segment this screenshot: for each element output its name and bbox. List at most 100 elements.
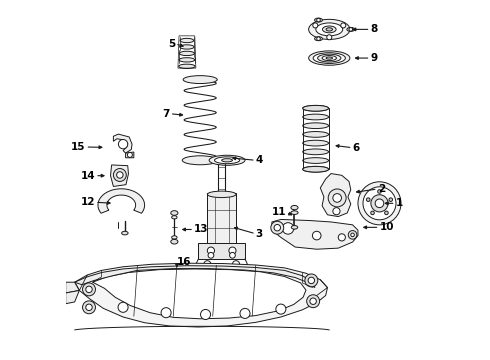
Text: 10: 10 bbox=[379, 222, 394, 232]
Polygon shape bbox=[113, 134, 132, 153]
Circle shape bbox=[82, 283, 96, 296]
Text: 16: 16 bbox=[177, 257, 192, 267]
Ellipse shape bbox=[209, 155, 245, 165]
Circle shape bbox=[333, 194, 342, 202]
Polygon shape bbox=[198, 243, 245, 259]
Circle shape bbox=[328, 189, 346, 207]
Circle shape bbox=[327, 35, 332, 40]
Circle shape bbox=[82, 301, 96, 314]
Ellipse shape bbox=[215, 157, 240, 164]
Circle shape bbox=[305, 274, 318, 287]
Circle shape bbox=[310, 298, 317, 305]
Text: 15: 15 bbox=[71, 142, 85, 152]
Ellipse shape bbox=[322, 55, 337, 60]
Circle shape bbox=[204, 261, 211, 268]
Circle shape bbox=[119, 139, 128, 149]
Polygon shape bbox=[74, 266, 315, 288]
Circle shape bbox=[338, 234, 345, 241]
Ellipse shape bbox=[207, 191, 236, 198]
Polygon shape bbox=[207, 193, 236, 243]
Ellipse shape bbox=[171, 239, 178, 244]
Ellipse shape bbox=[303, 140, 329, 146]
Ellipse shape bbox=[303, 105, 329, 111]
Text: 4: 4 bbox=[256, 155, 263, 165]
Ellipse shape bbox=[316, 23, 343, 36]
Circle shape bbox=[313, 231, 321, 240]
Ellipse shape bbox=[347, 27, 355, 31]
Ellipse shape bbox=[179, 64, 195, 68]
Text: 7: 7 bbox=[162, 109, 170, 119]
Circle shape bbox=[276, 304, 286, 314]
Polygon shape bbox=[272, 220, 358, 249]
Circle shape bbox=[313, 23, 318, 28]
Text: 5: 5 bbox=[168, 39, 175, 49]
Text: 1: 1 bbox=[395, 198, 403, 208]
Ellipse shape bbox=[303, 114, 329, 120]
Ellipse shape bbox=[315, 37, 322, 41]
Ellipse shape bbox=[303, 149, 329, 155]
Ellipse shape bbox=[180, 45, 194, 49]
Circle shape bbox=[378, 190, 381, 193]
Text: 12: 12 bbox=[80, 197, 95, 207]
Circle shape bbox=[307, 295, 319, 308]
Circle shape bbox=[363, 187, 396, 220]
Ellipse shape bbox=[309, 19, 350, 40]
Circle shape bbox=[113, 168, 126, 181]
Circle shape bbox=[271, 221, 284, 234]
Circle shape bbox=[232, 261, 240, 268]
Ellipse shape bbox=[172, 236, 177, 239]
Ellipse shape bbox=[122, 231, 128, 235]
Ellipse shape bbox=[309, 51, 350, 65]
Ellipse shape bbox=[303, 166, 329, 172]
Circle shape bbox=[208, 252, 214, 258]
Circle shape bbox=[207, 247, 215, 254]
Circle shape bbox=[358, 182, 401, 225]
Circle shape bbox=[118, 302, 128, 312]
Polygon shape bbox=[320, 174, 351, 217]
Text: 2: 2 bbox=[378, 184, 385, 194]
Circle shape bbox=[351, 233, 354, 237]
Ellipse shape bbox=[303, 123, 329, 129]
Circle shape bbox=[282, 223, 294, 234]
Text: 13: 13 bbox=[194, 225, 209, 234]
Circle shape bbox=[308, 277, 315, 284]
Ellipse shape bbox=[315, 18, 322, 22]
Polygon shape bbox=[66, 291, 79, 304]
Ellipse shape bbox=[171, 211, 178, 215]
Ellipse shape bbox=[326, 28, 333, 31]
Ellipse shape bbox=[313, 53, 345, 63]
Circle shape bbox=[161, 308, 171, 318]
Polygon shape bbox=[111, 165, 128, 186]
Ellipse shape bbox=[291, 206, 298, 210]
Circle shape bbox=[240, 309, 250, 319]
Ellipse shape bbox=[291, 226, 298, 229]
Text: 8: 8 bbox=[370, 24, 378, 35]
Ellipse shape bbox=[303, 105, 329, 111]
Ellipse shape bbox=[179, 51, 195, 55]
Circle shape bbox=[317, 37, 320, 40]
Ellipse shape bbox=[221, 159, 232, 162]
Circle shape bbox=[86, 304, 92, 311]
Circle shape bbox=[389, 198, 392, 202]
Circle shape bbox=[117, 172, 123, 178]
Ellipse shape bbox=[303, 166, 329, 172]
Ellipse shape bbox=[326, 57, 333, 59]
Text: 6: 6 bbox=[353, 143, 360, 153]
Circle shape bbox=[200, 310, 211, 319]
Ellipse shape bbox=[172, 216, 177, 219]
Ellipse shape bbox=[303, 158, 329, 163]
Ellipse shape bbox=[291, 211, 298, 215]
Circle shape bbox=[274, 225, 280, 231]
Polygon shape bbox=[93, 269, 306, 319]
Circle shape bbox=[229, 247, 236, 254]
Ellipse shape bbox=[183, 76, 217, 84]
Text: 14: 14 bbox=[80, 171, 95, 181]
Circle shape bbox=[371, 211, 374, 215]
Text: 9: 9 bbox=[370, 53, 378, 63]
Ellipse shape bbox=[180, 39, 194, 42]
Polygon shape bbox=[125, 152, 134, 158]
Circle shape bbox=[317, 18, 320, 22]
Circle shape bbox=[385, 211, 388, 215]
Circle shape bbox=[341, 23, 346, 28]
Ellipse shape bbox=[303, 131, 329, 137]
